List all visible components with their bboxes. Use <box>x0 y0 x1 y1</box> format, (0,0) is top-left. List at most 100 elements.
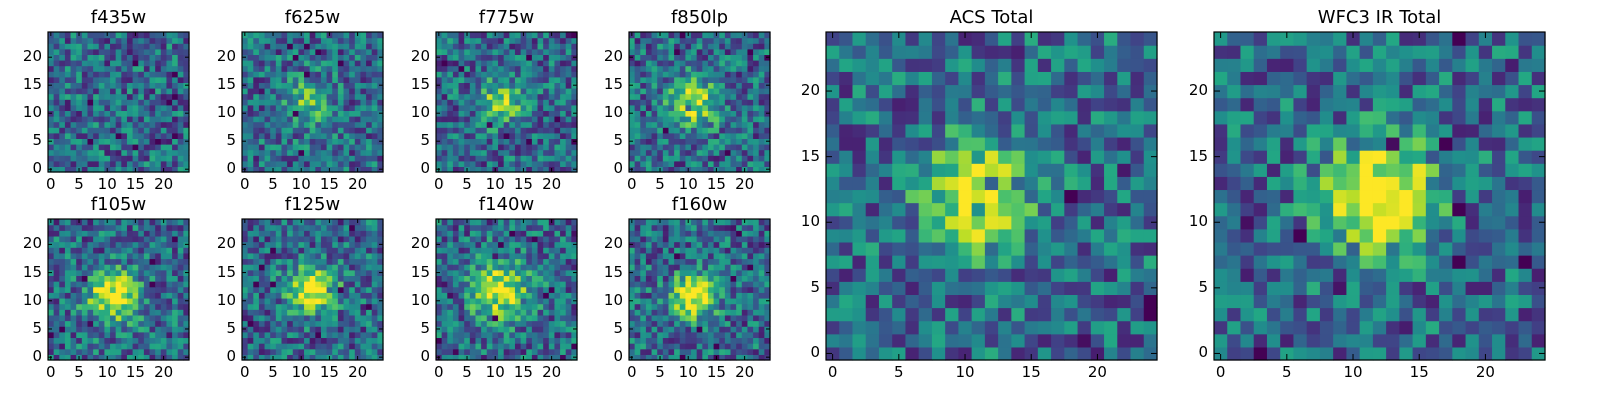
heatmap-cell <box>76 326 83 333</box>
heatmap-cell <box>315 127 322 134</box>
heatmap-cell <box>753 166 760 173</box>
heatmap-cell <box>526 155 533 162</box>
heatmap-cell <box>81 48 89 55</box>
heatmap-cell <box>70 127 77 134</box>
heatmap-cell <box>565 264 572 271</box>
heatmap-cell <box>679 32 686 39</box>
heatmap-cell <box>469 104 477 111</box>
heatmap-cell <box>554 99 561 106</box>
heatmap-cell <box>270 88 277 95</box>
heatmap-cell <box>713 149 720 156</box>
heatmap-cell <box>560 88 567 95</box>
heatmap-cell <box>264 76 271 83</box>
heatmap-cell <box>76 281 83 288</box>
heatmap-cell <box>104 241 111 248</box>
heatmap-cell <box>713 144 720 151</box>
heatmap-cell <box>565 60 572 67</box>
heatmap-cell <box>247 292 254 299</box>
heatmap-cell <box>724 121 732 128</box>
heatmap-cell <box>304 110 311 117</box>
heatmap-cell <box>724 314 732 322</box>
heatmap-cell <box>531 326 539 333</box>
heatmap-cell <box>452 110 460 117</box>
heatmap-cell <box>76 275 83 282</box>
heatmap-cell <box>565 320 572 327</box>
heatmap-cell <box>662 121 670 128</box>
heatmap-cell <box>668 65 675 72</box>
heatmap-cell <box>492 258 499 265</box>
heatmap-cell <box>315 297 322 305</box>
heatmap-cell <box>104 292 111 299</box>
heatmap-cell <box>452 230 460 237</box>
heatmap-cell <box>565 32 572 39</box>
heatmap-cell <box>691 303 698 310</box>
heatmap-cell <box>702 144 709 151</box>
heatmap-cell <box>298 224 305 231</box>
heatmap-cell <box>177 348 184 355</box>
heatmap-cell <box>537 116 544 123</box>
heatmap-cell <box>166 275 173 282</box>
heatmap-cell <box>514 258 522 265</box>
heatmap-cell <box>713 54 720 61</box>
heatmap-cell <box>264 348 271 355</box>
heatmap-cell <box>565 82 572 89</box>
heatmap-cell <box>264 32 271 39</box>
heatmap-cell <box>281 326 288 333</box>
heatmap-cell <box>707 37 715 44</box>
heatmap-cell <box>247 99 254 106</box>
heatmap-cell <box>177 331 184 339</box>
heatmap-cell <box>98 326 105 333</box>
heatmap-cell <box>724 309 732 316</box>
heatmap-cell <box>377 65 384 72</box>
heatmap-cell <box>503 99 510 106</box>
heatmap-cell <box>724 43 732 50</box>
heatmap-cell <box>657 132 664 139</box>
heatmap-cell <box>343 258 350 265</box>
heatmap-cell <box>81 32 89 39</box>
heatmap-cell <box>503 155 510 162</box>
heatmap-cell <box>554 337 561 344</box>
heatmap-cell <box>287 71 294 78</box>
heatmap-cell <box>121 99 128 106</box>
heatmap-cell <box>115 82 122 89</box>
heatmap-cell <box>640 252 647 260</box>
heatmap-cell <box>332 303 339 310</box>
heatmap-cell <box>707 32 715 39</box>
heatmap-cell <box>253 99 260 106</box>
heatmap-cell <box>548 309 556 316</box>
heatmap-cell <box>298 331 305 339</box>
heatmap-cell <box>565 43 572 50</box>
heatmap-cell <box>366 269 373 276</box>
heatmap-cell <box>498 286 505 293</box>
heatmap-cell <box>531 37 539 44</box>
heatmap-cell <box>121 65 128 72</box>
heatmap-cell <box>143 230 151 237</box>
heatmap-cell <box>264 110 271 117</box>
heatmap-cell <box>452 241 460 248</box>
heatmap-cell <box>258 269 266 276</box>
heatmap-cell <box>679 275 686 282</box>
heatmap-cell <box>469 88 477 95</box>
heatmap-cell <box>309 297 316 305</box>
heatmap-cell <box>138 230 145 237</box>
heatmap-cell <box>264 309 271 316</box>
heatmap-panel-6 <box>435 218 578 361</box>
heatmap-cell <box>110 275 117 282</box>
heatmap-cell <box>253 127 260 134</box>
heatmap-cell <box>110 326 117 333</box>
heatmap-cell <box>377 88 384 95</box>
heatmap-cell <box>183 314 190 322</box>
heatmap-cell <box>287 121 294 128</box>
heatmap-cell <box>264 149 271 156</box>
heatmap-cell <box>651 127 658 134</box>
heatmap-cell <box>275 37 283 44</box>
heatmap-cell <box>758 65 765 72</box>
heatmap-cell <box>736 264 743 271</box>
heatmap-cell <box>554 65 561 72</box>
heatmap-cell <box>258 160 266 167</box>
heatmap-cell <box>554 54 561 61</box>
heatmap-cell <box>747 337 754 344</box>
heatmap-cell <box>486 309 493 316</box>
heatmap-cell <box>691 252 698 260</box>
heatmap-cell <box>264 235 271 243</box>
